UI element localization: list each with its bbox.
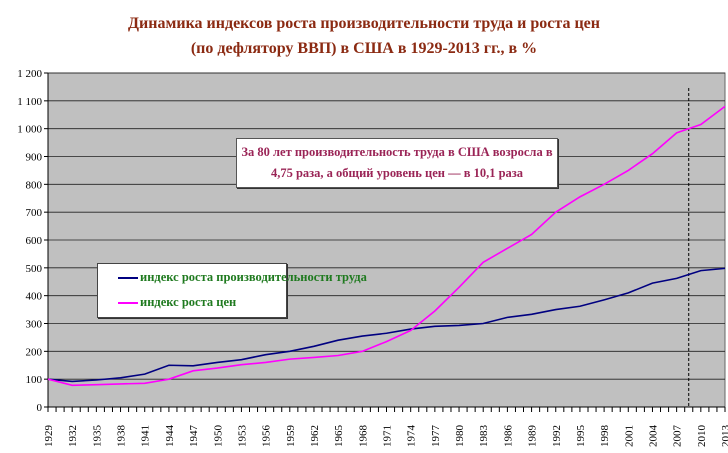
x-tick-label: 1938 xyxy=(116,425,128,448)
y-tick-label: 0 xyxy=(37,402,43,414)
x-tick-label: 1956 xyxy=(261,425,273,448)
x-tick-label: 1950 xyxy=(212,425,224,448)
x-tick-label: 1932 xyxy=(67,425,79,447)
x-tick-label: 2013 xyxy=(720,425,728,448)
legend-swatch-prices xyxy=(118,301,138,304)
x-tick-label: 1959 xyxy=(285,425,297,448)
x-tick-label: 1968 xyxy=(357,425,369,448)
y-tick-label: 700 xyxy=(26,207,43,219)
x-tick-label: 1941 xyxy=(140,425,152,447)
series-line-prices xyxy=(47,105,726,387)
x-tick-label: 1935 xyxy=(91,425,103,448)
x-tick-label: 2004 xyxy=(647,425,659,448)
series-line-productivity xyxy=(47,267,726,383)
chart-title-line-2: (по дефлятору ВВП) в США в 1929-2013 гг.… xyxy=(190,40,538,57)
x-tick-label: 1947 xyxy=(188,425,200,448)
annotation-line-1: За 80 лет производительность труда в США… xyxy=(241,145,553,159)
x-tick-label: 1977 xyxy=(430,425,442,448)
y-tick-label: 500 xyxy=(26,263,43,275)
x-tick-label: 2001 xyxy=(623,425,635,447)
annotation-box: За 80 лет производительность труда в США… xyxy=(236,138,558,188)
legend-item-prices: индекс роста цен xyxy=(118,295,236,310)
y-tick-label: 100 xyxy=(26,374,43,386)
x-tick-label: 1944 xyxy=(164,425,176,448)
x-tick-label: 1989 xyxy=(527,425,539,448)
x-tick-label: 1995 xyxy=(575,425,587,448)
x-tick-label: 1986 xyxy=(502,425,514,448)
y-tick-label: 400 xyxy=(26,291,43,303)
chart-title-line-1: Динамика индексов роста производительнос… xyxy=(128,15,600,32)
y-tick-label: 300 xyxy=(26,319,43,331)
x-tick-label: 1929 xyxy=(43,425,55,448)
y-tick-label: 1 100 xyxy=(17,96,42,108)
y-tick-label: 1 200 xyxy=(17,68,42,80)
x-tick-label: 1992 xyxy=(551,425,563,447)
y-tick-label: 900 xyxy=(26,152,43,164)
x-tick-label: 1983 xyxy=(478,425,490,448)
legend-item-productivity: индекс роста производительности труда xyxy=(118,270,367,285)
y-tick-label: 200 xyxy=(26,346,43,358)
y-tick-label: 800 xyxy=(26,179,43,191)
x-tick-label: 1953 xyxy=(236,425,248,448)
x-tick-label: 1965 xyxy=(333,425,345,448)
x-tick-label: 1962 xyxy=(309,425,321,447)
legend-label-prices: индекс роста цен xyxy=(140,295,237,309)
y-tick-label: 600 xyxy=(26,235,43,247)
x-tick-label: 1998 xyxy=(599,425,611,448)
legend-label-productivity: индекс роста производительности труда xyxy=(140,270,367,284)
x-tick-label: 1971 xyxy=(382,425,394,447)
legend-swatch-productivity xyxy=(118,276,138,279)
x-tick-label: 2007 xyxy=(672,425,684,448)
y-tick-label: 1 000 xyxy=(17,124,42,136)
annotation-line-2: 4,75 раза, а общий уровень цен — в 10,1 … xyxy=(270,166,524,180)
x-tick-label: 2010 xyxy=(696,425,708,448)
x-tick-label: 1980 xyxy=(454,425,466,448)
legend: индекс роста производительности труда ин… xyxy=(97,263,367,318)
x-tick-label: 1974 xyxy=(406,425,418,448)
